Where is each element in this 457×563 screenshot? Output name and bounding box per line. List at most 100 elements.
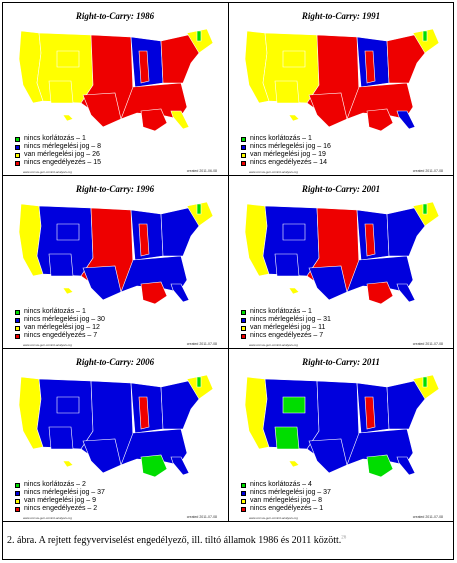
legend-label: nincs mérlegelési jog – 37 xyxy=(24,489,105,496)
illinois-region xyxy=(138,396,150,430)
legend-label: nincs mérlegelési jog – 31 xyxy=(250,316,331,323)
map-legend: nincs korlátozás – 1 nincs mérlegelési j… xyxy=(241,308,421,340)
hawaii-region xyxy=(62,114,74,122)
us-map xyxy=(18,201,214,305)
legend-label: nincs mérlegelési jog – 8 xyxy=(24,143,102,150)
arizona-new-mexico-region xyxy=(274,426,300,450)
legend-swatch xyxy=(15,317,20,323)
legend-swatch xyxy=(15,309,20,315)
wyoming-colorado-region xyxy=(56,396,80,414)
alaska-region xyxy=(366,108,394,132)
map-legend: nincs korlátozás – 1 nincs mérlegelési j… xyxy=(15,308,195,340)
legend-item: van mérlegelési jog – 12 xyxy=(15,324,195,332)
legend-label: nincs korlátozás – 1 xyxy=(24,135,86,142)
legend-swatch xyxy=(15,333,20,339)
southeast-states xyxy=(120,255,188,293)
map-panel: Right-to-Carry: 1991 nincs korlátozás – … xyxy=(229,3,453,175)
legend-item: van mérlegelési jog – 19 xyxy=(241,151,421,159)
us-map xyxy=(244,28,440,132)
legend-swatch xyxy=(15,160,20,166)
legend-item: van mérlegelési jog – 26 xyxy=(15,151,195,159)
map-legend: nincs korlátozás – 2 nincs mérlegelési j… xyxy=(15,481,195,513)
legend-swatch xyxy=(241,506,246,512)
caption-footnote: 26 xyxy=(341,535,347,541)
texas-region xyxy=(308,265,348,301)
alaska-region xyxy=(140,454,168,478)
panel-credit: www.corvus-gun-control-analysis.org xyxy=(23,343,73,347)
map-legend: nincs korlátozás – 1 nincs mérlegelési j… xyxy=(15,135,195,167)
texas-region xyxy=(82,265,122,301)
illinois-region xyxy=(364,50,376,84)
legend-item: nincs korlátozás – 4 xyxy=(241,481,421,489)
legend-item: nincs mérlegelési jog – 31 xyxy=(241,316,421,324)
wyoming-colorado-region xyxy=(282,396,306,414)
panel-title: Right-to-Carry: 1996 xyxy=(75,184,155,194)
alaska-region xyxy=(366,454,394,478)
legend-item: nincs mérlegelési jog – 37 xyxy=(15,489,195,497)
legend-label: nincs engedélyezés – 15 xyxy=(24,159,102,166)
hawaii-region xyxy=(288,287,300,295)
vermont-region xyxy=(196,376,202,388)
legend-item: nincs korlátozás – 1 xyxy=(15,135,195,143)
us-map xyxy=(244,374,440,478)
florida-region xyxy=(170,283,190,303)
legend-item: nincs korlátozás – 1 xyxy=(15,308,195,316)
wyoming-colorado-region xyxy=(56,223,80,241)
us-map xyxy=(244,201,440,305)
arizona-new-mexico-region xyxy=(48,426,74,450)
hawaii-region xyxy=(62,287,74,295)
legend-item: nincs korlátozás – 2 xyxy=(15,481,195,489)
vermont-region xyxy=(422,376,428,388)
legend-label: nincs engedélyezés – 2 xyxy=(24,505,98,512)
legend-swatch xyxy=(241,152,246,158)
legend-item: nincs korlátozás – 1 xyxy=(241,308,421,316)
legend-swatch xyxy=(241,482,246,488)
illinois-region xyxy=(138,223,150,257)
panel-credit: www.corvus-gun-control-analysis.org xyxy=(249,343,299,347)
wyoming-colorado-region xyxy=(56,50,80,68)
legend-swatch xyxy=(15,482,20,488)
legend-swatch xyxy=(241,498,246,504)
map-grid: Right-to-Carry: 1986 nincs korlátozás – … xyxy=(3,3,453,522)
legend-swatch xyxy=(241,309,246,315)
panel-title: Right-to-Carry: 2001 xyxy=(301,184,381,194)
us-map xyxy=(18,374,214,478)
florida-region xyxy=(396,456,416,476)
texas-region xyxy=(82,438,122,474)
legend-swatch xyxy=(15,136,20,142)
legend-swatch xyxy=(241,333,246,339)
legend-item: nincs engedélyezés – 7 xyxy=(241,332,421,340)
legend-label: nincs korlátozás – 4 xyxy=(250,481,312,488)
legend-label: nincs engedélyezés – 1 xyxy=(250,505,324,512)
legend-swatch xyxy=(241,317,246,323)
map-legend: nincs korlátozás – 1 nincs mérlegelési j… xyxy=(241,135,421,167)
legend-label: nincs engedélyezés – 7 xyxy=(24,332,98,339)
legend-item: nincs engedélyezés – 14 xyxy=(241,159,421,167)
legend-label: van mérlegelési jog – 19 xyxy=(250,151,326,158)
legend-label: nincs korlátozás – 1 xyxy=(250,308,312,315)
map-panel: Right-to-Carry: 1996 nincs korlátozás – … xyxy=(3,176,227,348)
legend-swatch xyxy=(241,136,246,142)
grid-divider-vertical xyxy=(228,3,229,521)
vermont-region xyxy=(196,203,202,215)
texas-region xyxy=(308,438,348,474)
legend-label: nincs mérlegelési jog – 16 xyxy=(250,143,331,150)
panel-date: created 2011-07-08 xyxy=(412,342,443,346)
map-panel: Right-to-Carry: 1986 nincs korlátozás – … xyxy=(3,3,227,175)
hawaii-region xyxy=(288,114,300,122)
map-panel: Right-to-Carry: 2011 nincs korlátozás – … xyxy=(229,349,453,521)
legend-item: nincs mérlegelési jog – 37 xyxy=(241,489,421,497)
alaska-region xyxy=(140,108,168,132)
legend-item: nincs engedélyezés – 1 xyxy=(241,505,421,513)
florida-region xyxy=(170,110,190,130)
legend-label: nincs engedélyezés – 7 xyxy=(250,332,324,339)
texas-region xyxy=(308,92,348,128)
panel-date: created 2011-07-08 xyxy=(186,515,217,519)
legend-swatch xyxy=(241,490,246,496)
legend-swatch xyxy=(15,144,20,150)
legend-item: nincs engedélyezés – 2 xyxy=(15,505,195,513)
legend-item: nincs engedélyezés – 7 xyxy=(15,332,195,340)
legend-swatch xyxy=(15,506,20,512)
florida-region xyxy=(396,283,416,303)
